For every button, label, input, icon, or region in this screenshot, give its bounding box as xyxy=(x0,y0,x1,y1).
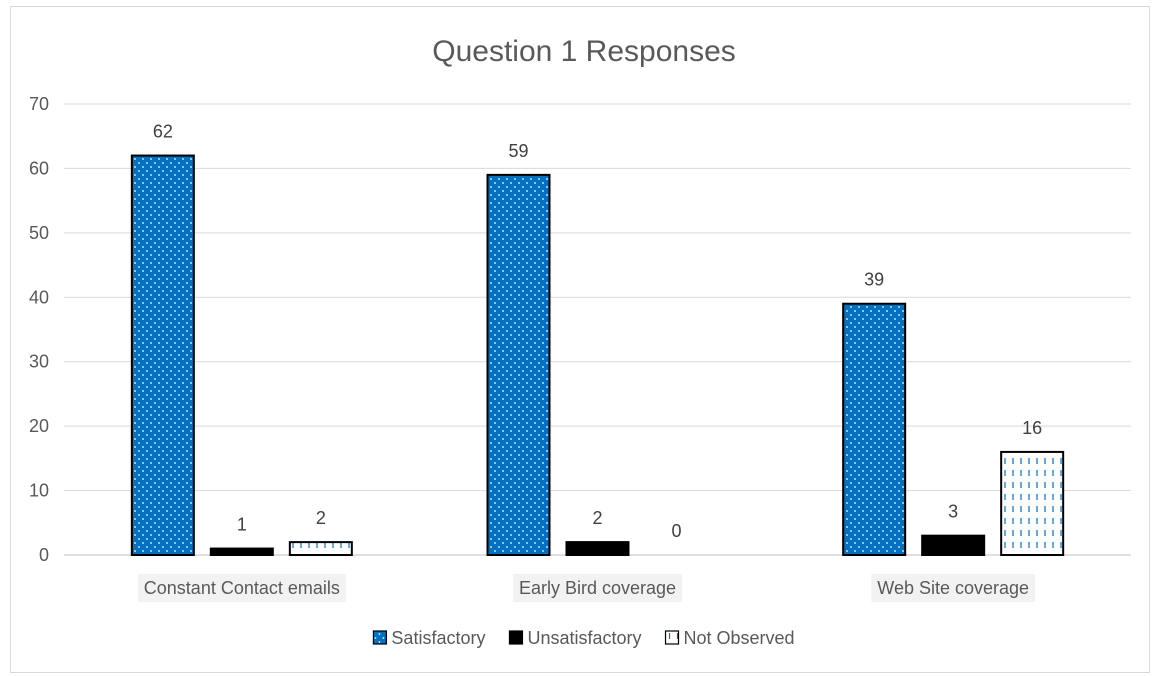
y-tick-label-70: 70 xyxy=(29,94,49,114)
y-tick-label-50: 50 xyxy=(29,223,49,243)
bar-satisfactory-constant-contact-emails xyxy=(130,154,195,557)
data-label-satisfactory-constant-contact-emails: 62 xyxy=(153,122,173,142)
chart-frame: 62 1 2 59 2 0 39 3 16 0 10 20 30 40 50 60 70 Constant Co… xyxy=(10,6,1150,673)
legend-label: Not Observed xyxy=(684,628,795,648)
data-label-unsatisfactory-web-site-coverage: 3 xyxy=(948,502,958,522)
x-tick-label: Early Bird coverage xyxy=(519,578,676,598)
bar-unsatisfactory-early-bird-coverage xyxy=(565,541,630,556)
legend-swatch xyxy=(372,630,388,645)
chart-title: Question 1 Responses xyxy=(432,35,736,68)
legend-label: Satisfactory xyxy=(391,628,485,648)
legend-item-unsatisfactory: Unsatisfactory xyxy=(508,628,642,648)
bar-satisfactory-web-site-coverage xyxy=(842,302,907,556)
legend-swatch xyxy=(508,630,524,645)
y-tick-label-10: 10 xyxy=(29,481,49,501)
x-tick-label: Constant Contact emails xyxy=(144,578,340,598)
data-labels: 62 1 2 59 2 0 39 3 16 xyxy=(153,122,1042,541)
x-tick-label-background xyxy=(512,574,683,602)
data-label-unsatisfactory-constant-contact-emails: 1 xyxy=(237,515,247,535)
gridlines xyxy=(64,103,1131,556)
x-tick-label-background xyxy=(871,574,1036,602)
data-label-not-observed-constant-contact-emails: 2 xyxy=(316,508,326,528)
legend-swatch xyxy=(664,630,680,645)
x-category-constant-contact-emails: Constant Contact emails xyxy=(137,574,346,602)
bar-not-observed-constant-contact-emails xyxy=(288,541,353,556)
y-tick-label-0: 0 xyxy=(39,545,49,565)
legend-item-not-observed: Not Observed xyxy=(664,628,795,648)
legend: Satisfactory Unsatisfactory Not Observed xyxy=(372,628,795,648)
x-tick-label: Web Site coverage xyxy=(877,578,1029,598)
bar-satisfactory-early-bird-coverage xyxy=(486,173,551,556)
bar-unsatisfactory-web-site-coverage xyxy=(921,534,986,557)
legend-label: Unsatisfactory xyxy=(527,628,641,648)
x-tick-label-background xyxy=(137,574,346,602)
x-category-web-site-coverage: Web Site coverage xyxy=(871,574,1036,602)
y-tick-label-60: 60 xyxy=(29,158,49,178)
bars xyxy=(130,154,1065,557)
y-tick-label-20: 20 xyxy=(29,416,49,436)
data-label-satisfactory-early-bird-coverage: 59 xyxy=(508,141,528,161)
data-label-unsatisfactory-early-bird-coverage: 2 xyxy=(592,508,602,528)
data-label-satisfactory-web-site-coverage: 39 xyxy=(864,270,884,290)
bar-unsatisfactory-constant-contact-emails xyxy=(209,547,274,556)
y-tick-label-40: 40 xyxy=(29,287,49,307)
data-label-not-observed-web-site-coverage: 16 xyxy=(1022,418,1042,438)
x-category-early-bird-coverage: Early Bird coverage xyxy=(512,574,683,602)
y-tick-label-30: 30 xyxy=(29,352,49,372)
bar-not-observed-web-site-coverage xyxy=(1000,450,1065,556)
data-label-not-observed-early-bird-coverage: 0 xyxy=(671,521,681,541)
legend-item-satisfactory: Satisfactory xyxy=(372,628,485,648)
